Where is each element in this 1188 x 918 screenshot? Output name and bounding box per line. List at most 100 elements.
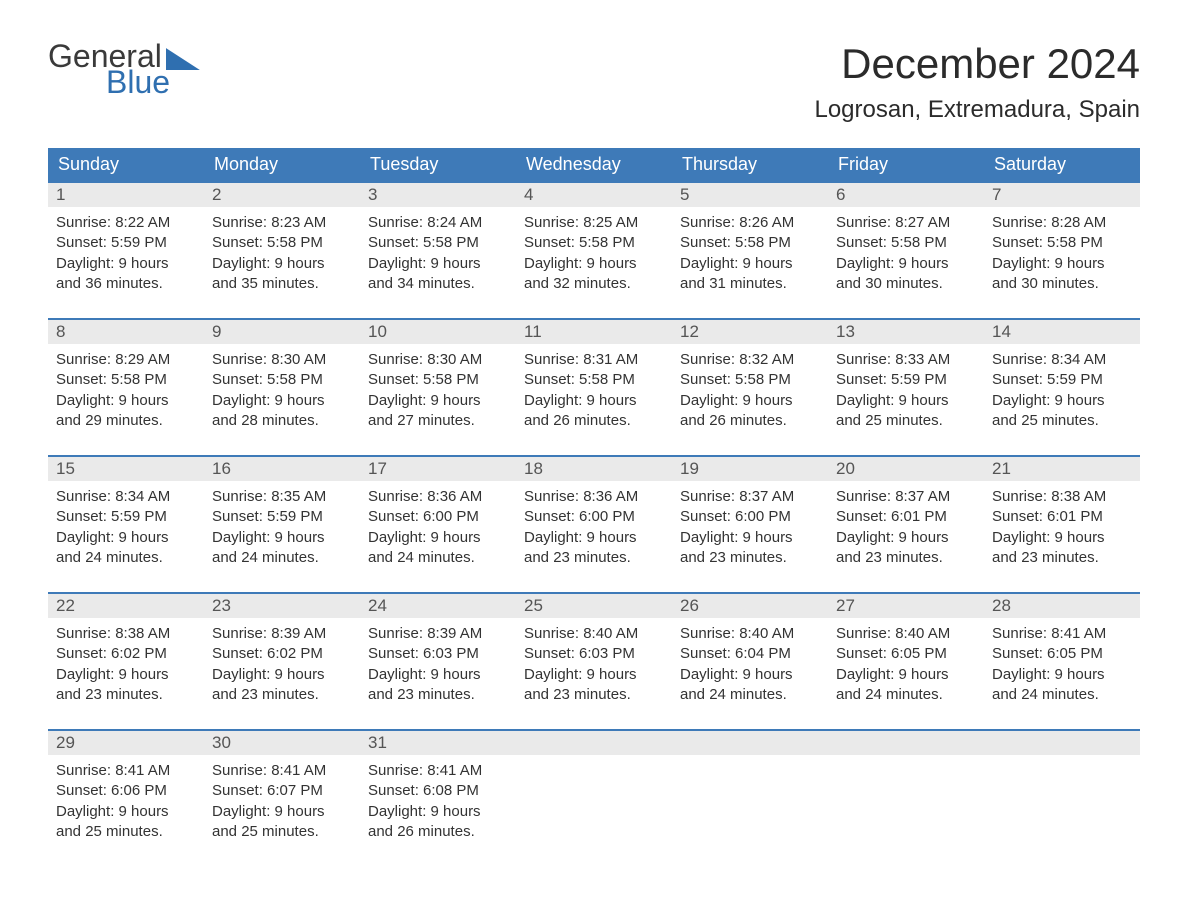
daynum-row: 891011121314 [48,319,1140,344]
sunrise-line: Sunrise: 8:24 AM [368,213,508,233]
day-cell: Sunrise: 8:40 AMSunset: 6:03 PMDaylight:… [516,618,672,730]
sunset-line: Sunset: 5:58 PM [368,370,508,390]
daylight-line: Daylight: 9 hours and 30 minutes. [992,254,1132,295]
daylight-line: Daylight: 9 hours and 26 minutes. [368,802,508,843]
daylight-line: Daylight: 9 hours and 26 minutes. [680,391,820,432]
sunrise-line: Sunrise: 8:23 AM [212,213,352,233]
day-number-cell: 15 [48,456,204,481]
sunrise-line: Sunrise: 8:34 AM [56,487,196,507]
sunrise-line: Sunrise: 8:32 AM [680,350,820,370]
sunrise-line: Sunrise: 8:22 AM [56,213,196,233]
day-number-cell [516,730,672,755]
sunrise-line: Sunrise: 8:41 AM [56,761,196,781]
daylight-line: Daylight: 9 hours and 29 minutes. [56,391,196,432]
daylight-line: Daylight: 9 hours and 23 minutes. [524,665,664,706]
day-cell [828,755,984,866]
daylight-line: Daylight: 9 hours and 31 minutes. [680,254,820,295]
location-subtitle: Logrosan, Extremadura, Spain [814,96,1140,124]
day-number-cell: 7 [984,182,1140,207]
daylight-line: Daylight: 9 hours and 30 minutes. [836,254,976,295]
daylight-line: Daylight: 9 hours and 24 minutes. [680,665,820,706]
day-cell: Sunrise: 8:30 AMSunset: 5:58 PMDaylight:… [204,344,360,456]
day-number-cell: 6 [828,182,984,207]
sunrise-line: Sunrise: 8:27 AM [836,213,976,233]
day-cell: Sunrise: 8:36 AMSunset: 6:00 PMDaylight:… [360,481,516,593]
daylight-line: Daylight: 9 hours and 23 minutes. [680,528,820,569]
sunset-line: Sunset: 6:00 PM [368,507,508,527]
day-cell: Sunrise: 8:35 AMSunset: 5:59 PMDaylight:… [204,481,360,593]
day-cell: Sunrise: 8:41 AMSunset: 6:08 PMDaylight:… [360,755,516,866]
sunset-line: Sunset: 6:06 PM [56,781,196,801]
daylight-line: Daylight: 9 hours and 25 minutes. [992,391,1132,432]
day-cell [984,755,1140,866]
page-header: General Blue December 2024 Logrosan, Ext… [48,40,1140,124]
day-number-cell: 23 [204,593,360,618]
daylight-line: Daylight: 9 hours and 25 minutes. [56,802,196,843]
sunset-line: Sunset: 6:08 PM [368,781,508,801]
daylight-line: Daylight: 9 hours and 28 minutes. [212,391,352,432]
daynum-row: 1234567 [48,182,1140,207]
sunset-line: Sunset: 5:59 PM [992,370,1132,390]
day-cell: Sunrise: 8:36 AMSunset: 6:00 PMDaylight:… [516,481,672,593]
sunrise-line: Sunrise: 8:29 AM [56,350,196,370]
sunset-line: Sunset: 5:58 PM [212,370,352,390]
daylight-line: Daylight: 9 hours and 25 minutes. [836,391,976,432]
day-cell: Sunrise: 8:30 AMSunset: 5:58 PMDaylight:… [360,344,516,456]
daynum-row: 293031 [48,730,1140,755]
sunrise-line: Sunrise: 8:41 AM [368,761,508,781]
day-cell: Sunrise: 8:33 AMSunset: 5:59 PMDaylight:… [828,344,984,456]
day-cell: Sunrise: 8:23 AMSunset: 5:58 PMDaylight:… [204,207,360,319]
day-number-cell: 10 [360,319,516,344]
sunrise-line: Sunrise: 8:40 AM [836,624,976,644]
daylight-line: Daylight: 9 hours and 26 minutes. [524,391,664,432]
day-cell: Sunrise: 8:25 AMSunset: 5:58 PMDaylight:… [516,207,672,319]
day-header-row: Sunday Monday Tuesday Wednesday Thursday… [48,148,1140,182]
sunrise-line: Sunrise: 8:40 AM [524,624,664,644]
sunrise-line: Sunrise: 8:39 AM [368,624,508,644]
day-cell [516,755,672,866]
sunrise-line: Sunrise: 8:35 AM [212,487,352,507]
day-number-cell: 24 [360,593,516,618]
day-body-row: Sunrise: 8:34 AM Sunset: 5:59 PM Daylight:… [48,481,1140,593]
sunrise-line: Sunrise: 8:37 AM [680,487,820,507]
day-cell: Sunrise: 8:29 AMSunset: 5:58 PMDaylight:… [48,344,204,456]
sunset-line: Sunset: 6:03 PM [368,644,508,664]
daylight-line: Daylight: 9 hours and 23 minutes. [56,665,196,706]
sunset-line: Sunset: 5:58 PM [56,370,196,390]
sunset-line: Sunset: 5:59 PM [56,233,196,253]
day-cell: Sunrise: 8:40 AMSunset: 6:04 PMDaylight:… [672,618,828,730]
sunrise-line: Sunrise: 8:33 AM [836,350,976,370]
dayname-thu: Thursday [672,148,828,182]
day-cell: Sunrise: 8:27 AMSunset: 5:58 PMDaylight:… [828,207,984,319]
sunrise-line: Sunrise: 8:40 AM [680,624,820,644]
sunrise-line: Sunrise: 8:36 AM [524,487,664,507]
sunset-line: Sunset: 6:00 PM [524,507,664,527]
sunset-line: Sunset: 5:58 PM [368,233,508,253]
day-body-row: Sunrise: 8:38 AMSunset: 6:02 PMDaylight:… [48,618,1140,730]
sunset-line: Sunset: 6:00 PM [680,507,820,527]
day-number-cell: 1 [48,182,204,207]
sunset-line: Sunset: 6:01 PM [992,507,1132,527]
sunset-line: Sunset: 6:04 PM [680,644,820,664]
day-number-cell [672,730,828,755]
sunset-line: Sunset: 5:58 PM [836,233,976,253]
day-cell: Sunrise: 8:31 AMSunset: 5:58 PMDaylight:… [516,344,672,456]
sunrise-line: Sunrise: 8:38 AM [992,487,1132,507]
logo: General Blue [48,40,200,98]
title-block: December 2024 Logrosan, Extremadura, Spa… [814,40,1140,124]
sunrise-line: Sunrise: 8:30 AM [368,350,508,370]
dayname-sat: Saturday [984,148,1140,182]
sunset-line: Sunset: 5:58 PM [524,233,664,253]
day-number-cell: 25 [516,593,672,618]
daylight-line: Daylight: 9 hours and 23 minutes. [368,665,508,706]
day-number-cell: 17 [360,456,516,481]
sunrise-line: Sunrise: 8:25 AM [524,213,664,233]
sunrise-line: Sunrise: 8:34 AM [992,350,1132,370]
daylight-line: Daylight: 9 hours and 24 minutes. [368,528,508,569]
day-number-cell: 14 [984,319,1140,344]
day-cell: Sunrise: 8:34 AMSunset: 5:59 PMDaylight:… [48,481,204,593]
day-cell: Sunrise: 8:38 AMSunset: 6:02 PMDaylight:… [48,618,204,730]
sunset-line: Sunset: 5:59 PM [212,507,352,527]
day-cell: Sunrise: 8:41 AMSunset: 6:05 PMDaylight:… [984,618,1140,730]
sunrise-line: Sunrise: 8:30 AM [212,350,352,370]
